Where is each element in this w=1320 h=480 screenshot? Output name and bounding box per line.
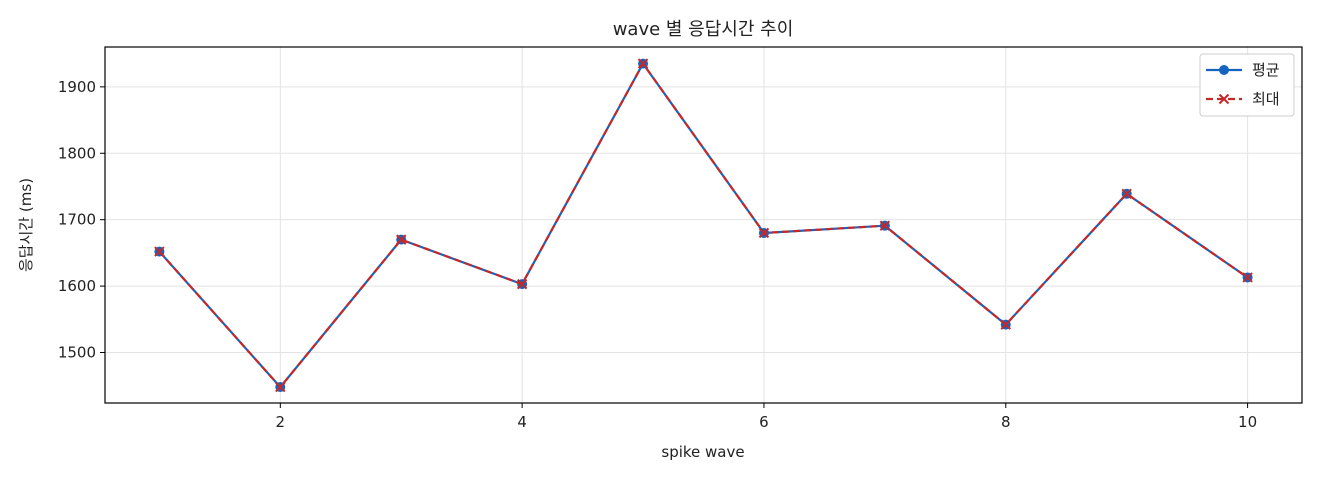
grid: [105, 47, 1302, 403]
data-point: [758, 227, 770, 239]
legend-label: 최대: [1252, 90, 1280, 108]
data-point: [1242, 272, 1253, 283]
legend-marker: [1219, 65, 1229, 75]
x-axis-ticks: 2 4 6 8 10: [276, 403, 1257, 431]
data-point: [516, 278, 528, 290]
series-line: [158, 62, 1249, 389]
y-axis-label: 응답시간 (ms): [17, 178, 35, 272]
y-tick-label: 1700: [58, 211, 96, 229]
data-point: [275, 381, 286, 393]
x-tick-label: 6: [759, 413, 769, 431]
x-tick-label: 10: [1238, 413, 1257, 431]
y-tick-label: 1800: [58, 144, 96, 162]
x-tick-label: 2: [276, 413, 286, 431]
series-line: [158, 62, 1249, 389]
data-point: [1000, 319, 1011, 330]
legend-marker: [1218, 93, 1230, 105]
data-point: [154, 246, 165, 257]
x-axis-label: spike wave: [661, 443, 744, 461]
plot-frame: [104, 46, 1303, 404]
y-tick-label: 1600: [58, 277, 96, 295]
series-layer: [154, 58, 1253, 393]
data-point: [1121, 188, 1132, 199]
legend-box: [1199, 53, 1295, 117]
x-tick-label: 4: [517, 413, 527, 431]
x-tick-label: 8: [1001, 413, 1011, 431]
data-point: [879, 220, 891, 231]
chart-title: wave 별 응답시간 추이: [613, 19, 794, 40]
data-point: [396, 234, 407, 245]
legend-label: 평균: [1252, 61, 1280, 79]
series-2: [154, 58, 1253, 393]
y-tick-label: 1500: [58, 344, 96, 362]
data-point: [637, 58, 649, 69]
series-1: [154, 58, 1253, 393]
y-axis-ticks: 1500 1600 1700 1800 1900: [58, 78, 105, 362]
y-tick-label: 1900: [58, 78, 96, 96]
